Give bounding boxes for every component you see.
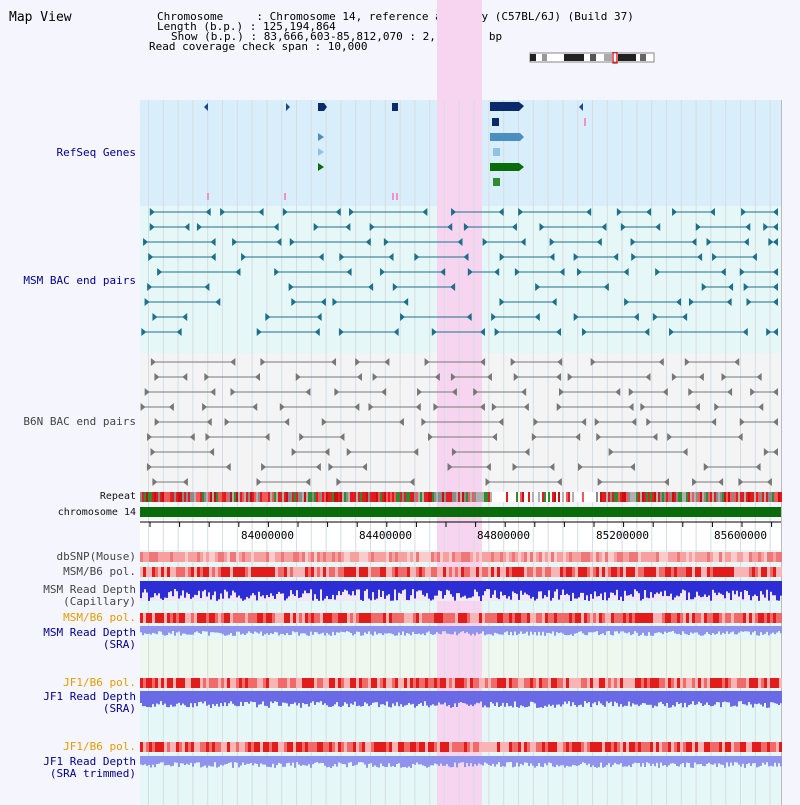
bac-pairs-canvas[interactable]	[0, 0, 800, 500]
app-title: Map View	[9, 10, 72, 25]
jf1-depth-trim-label[interactable]: JF1 Read Depth	[43, 755, 136, 768]
axis-tick-label: 84000000	[241, 529, 294, 542]
refseq-genes-label[interactable]: RefSeq Genes	[56, 146, 136, 159]
jf1-b6-pol-label[interactable]: JF1/B6 pol.	[63, 676, 136, 689]
msm-depth-capillary-sub: (Capillary)	[63, 595, 136, 608]
jf1-b6-pol-label-2[interactable]: JF1/B6 pol.	[63, 740, 136, 753]
axis-tick-label: 84800000	[477, 529, 530, 542]
b6n-bac-label[interactable]: B6N BAC end pairs	[23, 415, 136, 428]
jf1-depth-trim-sub: (SRA trimmed)	[49, 767, 136, 780]
heatmap-tracks	[140, 552, 782, 752]
repeat-label[interactable]: Repeat	[99, 491, 136, 502]
chromosome-ideogram[interactable]	[528, 52, 658, 64]
msm-depth-sra-label[interactable]: MSM Read Depth	[43, 626, 136, 639]
jf1-depth-sra-sub: (SRA)	[102, 702, 136, 715]
position-axis	[140, 521, 781, 527]
b6n-bac-features	[140, 358, 778, 486]
msm-bac-label[interactable]: MSM BAC end pairs	[23, 274, 136, 287]
axis-tick-label: 84400000	[359, 529, 412, 542]
axis-tick-label: 85600000	[714, 529, 767, 542]
repeat-track-bar	[140, 492, 782, 502]
jf1-depth-sra-label[interactable]: JF1 Read Depth	[43, 690, 136, 703]
length-line: Length (b.p.) : 125,194,864	[157, 20, 336, 33]
msm-depth-sra-sub: (SRA)	[102, 638, 136, 651]
msm-bac-features	[141, 208, 778, 336]
read-depth-tracks	[140, 581, 782, 768]
dbsnp-label[interactable]: dbSNP(Mouse)	[56, 550, 136, 563]
refseq-gene-features	[204, 102, 586, 200]
msm-b6-pol-label[interactable]: MSM/B6 pol.	[63, 565, 136, 578]
msm-b6-pol-label-2[interactable]: MSM/B6 pol.	[63, 611, 136, 624]
axis-tick-label: 85200000	[596, 529, 649, 542]
chromosome-label[interactable]: chromosome 14	[57, 507, 136, 518]
msm-depth-capillary-label[interactable]: MSM Read Depth	[43, 583, 136, 596]
coverage-span-line: Read coverage check span : 10,000	[149, 40, 368, 53]
chromosome-bar	[140, 507, 781, 517]
ideogram-position-marker	[612, 52, 618, 64]
refseq-genes-track[interactable]	[0, 0, 800, 210]
